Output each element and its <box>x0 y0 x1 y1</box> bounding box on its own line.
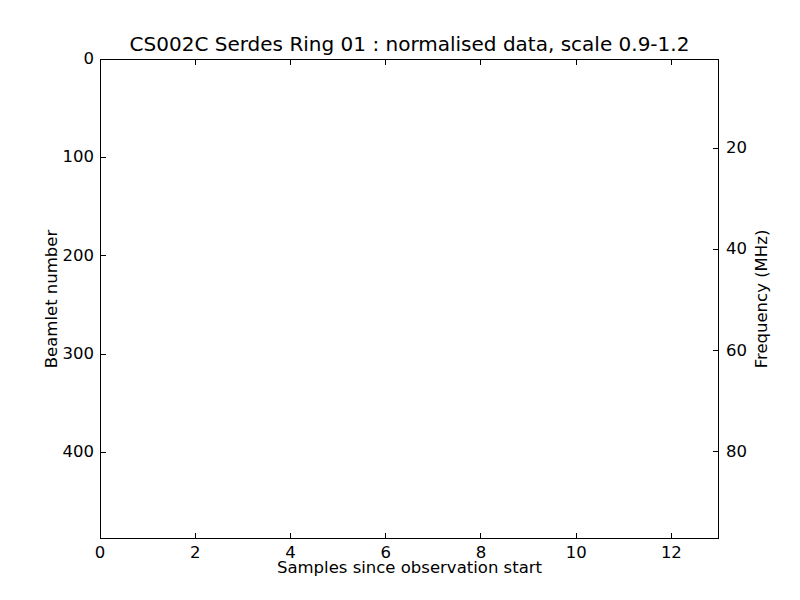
x-tick-bottom <box>385 533 386 538</box>
y-tick-left <box>101 59 106 60</box>
x-tick-label: 2 <box>165 543 225 563</box>
x-tick-bottom <box>671 533 672 538</box>
y-tick-right <box>713 451 718 452</box>
y-tick-label-left: 300 <box>34 344 94 364</box>
y-tick-label-left: 200 <box>34 246 94 266</box>
y-tick-left <box>101 452 106 453</box>
x-tick-label: 6 <box>356 543 416 563</box>
x-tick-label: 10 <box>546 543 606 563</box>
y-tick-left <box>101 157 106 158</box>
y-tick-right <box>713 350 718 351</box>
x-tick-top <box>290 60 291 65</box>
y-tick-label-right: 40 <box>726 239 786 259</box>
x-tick-bottom <box>100 533 101 538</box>
x-tick-top <box>480 60 481 65</box>
x-tick-bottom <box>480 533 481 538</box>
y-tick-label-right: 80 <box>726 442 786 462</box>
x-tick-top <box>385 60 386 65</box>
y-tick-right <box>713 249 718 250</box>
plot-area <box>100 59 719 539</box>
x-tick-label: 0 <box>70 543 130 563</box>
figure: CS002C Serdes Ring 01 : normalised data,… <box>0 0 800 600</box>
x-tick-bottom <box>195 533 196 538</box>
x-tick-label: 12 <box>641 543 701 563</box>
x-tick-bottom <box>576 533 577 538</box>
y-tick-label-left: 400 <box>34 442 94 462</box>
x-tick-label: 4 <box>260 543 320 563</box>
y-tick-right <box>713 148 718 149</box>
chart-title: CS002C Serdes Ring 01 : normalised data,… <box>100 33 719 55</box>
y-tick-left <box>101 354 106 355</box>
x-tick-top <box>100 60 101 65</box>
x-tick-top <box>671 60 672 65</box>
y-tick-label-right: 60 <box>726 341 786 361</box>
x-tick-top <box>576 60 577 65</box>
x-tick-label: 8 <box>451 543 511 563</box>
y-tick-label-left: 0 <box>34 49 94 69</box>
y-tick-left <box>101 255 106 256</box>
y-tick-label-right: 20 <box>726 138 786 158</box>
x-tick-bottom <box>290 533 291 538</box>
y-tick-label-left: 100 <box>34 147 94 167</box>
x-tick-top <box>195 60 196 65</box>
